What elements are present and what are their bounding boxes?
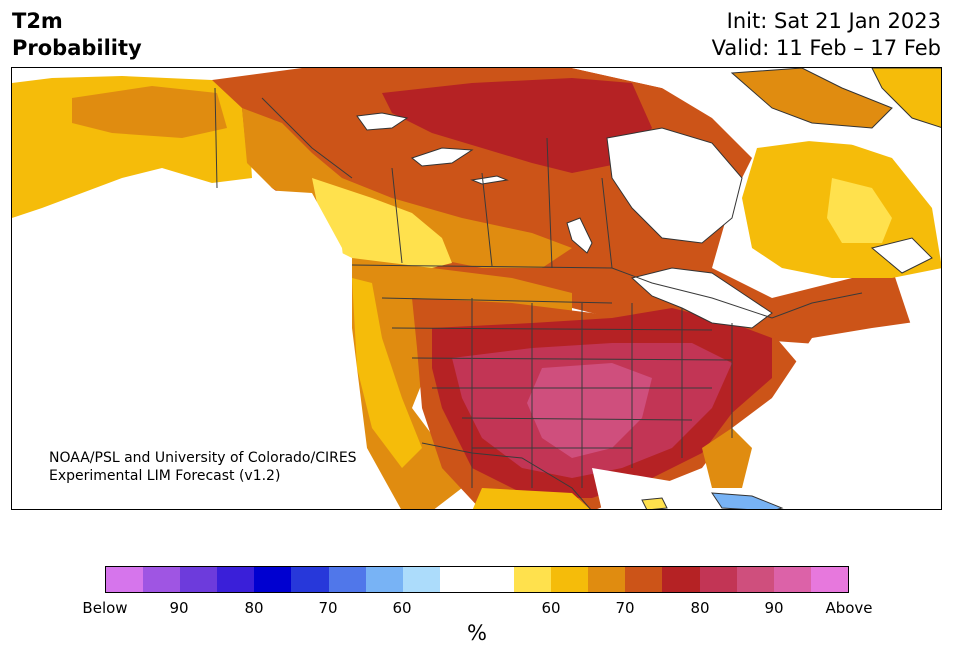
region-pacific-nw — [312, 178, 452, 273]
colorbar-segment — [662, 567, 700, 592]
us-mexico-border — [421, 442, 591, 509]
colorbar-segment — [773, 567, 811, 592]
us-state-lines — [381, 297, 733, 488]
colorbar-segment — [328, 567, 366, 592]
probability-map — [11, 67, 942, 510]
alaska-border — [214, 87, 218, 189]
lake-athabasca — [470, 175, 509, 185]
atlantic-ocean — [752, 318, 941, 509]
valid-range: Valid: 11 Feb – 17 Feb — [711, 36, 941, 60]
arctic-islands — [641, 68, 941, 509]
great-slave-lake — [410, 147, 474, 167]
region-southeast — [702, 428, 752, 488]
colorbar-segment — [143, 567, 181, 592]
credit-line-1: NOAA/PSL and University of Colorado/CIRE… — [49, 450, 357, 466]
bahamas — [641, 497, 668, 509]
gulf-of-st-lawrence — [870, 237, 933, 274]
gulf-of-mexico — [592, 468, 731, 509]
baffin-island — [730, 68, 893, 129]
colorbar-segment — [625, 567, 663, 592]
title-line-2: Probability — [12, 36, 142, 60]
colorbar-tick-label: 90 — [169, 599, 189, 617]
colorbar-segment — [810, 567, 848, 592]
water-bodies — [12, 68, 941, 509]
region-mexico — [472, 488, 590, 509]
colorbar-tick-label: 70 — [615, 599, 635, 617]
colorbar-tick-label: 90 — [764, 599, 784, 617]
colorbar-segment — [365, 567, 403, 592]
date-info: Init: Sat 21 Jan 2023 Valid: 11 Feb – 17… — [712, 8, 941, 62]
colorbar-segment — [180, 567, 218, 592]
greenland-tip — [871, 68, 941, 128]
colorbar-tick-label: 60 — [541, 599, 561, 617]
colorbar-unit: % — [467, 621, 487, 645]
region-alaska-inner — [72, 86, 227, 138]
init-date: Init: Sat 21 Jan 2023 — [726, 9, 941, 33]
colorbar-segment — [551, 567, 589, 592]
region-canada-west — [242, 108, 572, 268]
colorbar-segment — [439, 567, 477, 592]
credit-line-2: Experimental LIM Forecast (v1.2) — [49, 468, 281, 484]
colorbar-segment — [254, 567, 292, 592]
colorbar-segment — [736, 567, 774, 592]
cuba — [711, 492, 784, 509]
pacific-ocean — [12, 183, 401, 509]
colorbar-segment — [106, 567, 144, 592]
title-line-1: T2m — [12, 9, 63, 33]
probability-colorbar — [105, 566, 849, 593]
colorbar-segment — [217, 567, 255, 592]
region-canada — [212, 68, 912, 348]
region-west-coast — [352, 278, 422, 468]
lake-winnipeg — [566, 217, 593, 254]
colorbar-segment — [402, 567, 440, 592]
boundaries — [214, 87, 863, 509]
colorbar-tick-label: Below — [82, 599, 128, 617]
colorbar-tick-label: 80 — [244, 599, 264, 617]
arctic-ocean — [572, 68, 941, 148]
map-title: T2m Probability — [12, 8, 142, 62]
region-canada-core — [382, 78, 652, 173]
great-lakes — [630, 267, 773, 329]
map-canvas — [12, 68, 941, 509]
colorbar-segment — [514, 567, 552, 592]
colorbar-tick-label: 80 — [690, 599, 710, 617]
colorbar-segment — [476, 567, 515, 592]
great-bear-lake — [356, 112, 409, 131]
colorbar-tick-label: 60 — [392, 599, 412, 617]
colorbar-tick-label: Above — [825, 599, 873, 617]
region-quebec-inner — [827, 178, 892, 243]
colorbar-tick-label: 70 — [318, 599, 338, 617]
canada-province-lines — [261, 97, 613, 269]
credit-text: NOAA/PSL and University of Colorado/CIRE… — [49, 449, 357, 485]
colorbar-segment — [699, 567, 737, 592]
region-texas-peak — [527, 363, 652, 458]
land-base — [12, 68, 941, 509]
colorbar-segment — [291, 567, 329, 592]
colorbar-segment — [588, 567, 626, 592]
hudson-bay — [606, 127, 743, 244]
